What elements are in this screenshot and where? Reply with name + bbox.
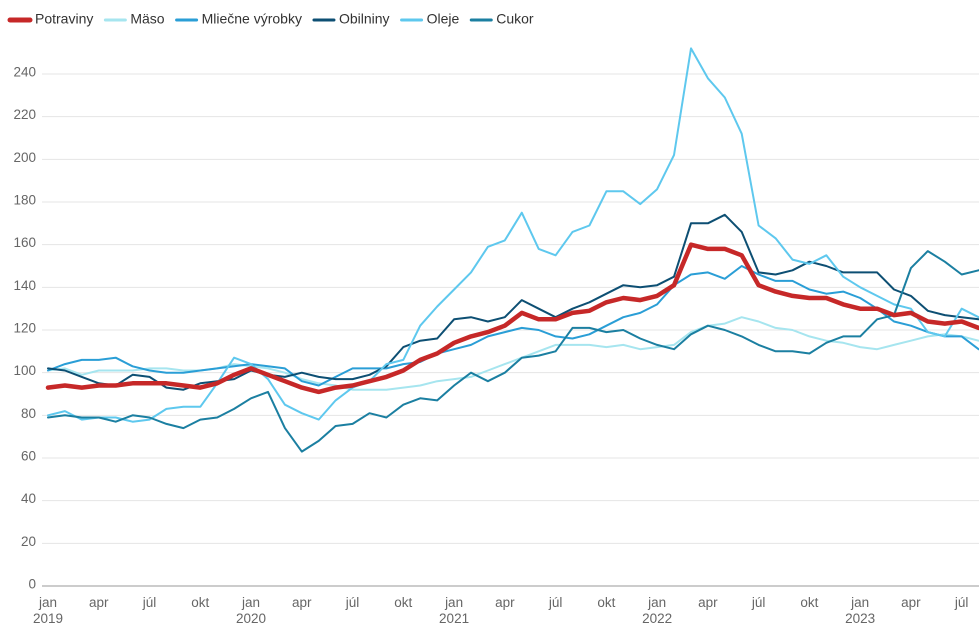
legend: Potraviny Mäso Mliečne výrobky Obilniny Olej… [7,11,534,27]
legend-label: Potraviny [35,11,93,27]
legend-label: Obilniny [339,11,390,27]
y-tick-label: 80 [21,406,36,421]
grid: 0 20 40 60 80 100 120 140 160 180 200 220 240 [13,65,979,592]
y-tick-label: 60 [21,449,36,464]
x-tick-label: júl [345,595,360,610]
x-tick-label: júl [954,595,969,610]
x-tick-label: jan 2022 [642,595,672,625]
x-tick-label: apr [698,595,718,610]
legend-label: Oleje [427,11,460,27]
x-tick-label: apr [89,595,109,610]
series-line [47,316,979,391]
series-line [45,242,979,395]
y-tick-label: 180 [13,193,36,208]
x-tick-label: júl [142,595,157,610]
series-line [47,213,979,391]
x-tick-label: apr [292,595,312,610]
series-line [47,47,979,423]
y-tick-label: 240 [13,65,36,80]
x-tick-label: apr [495,595,515,610]
y-tick-label: 220 [13,107,36,122]
x-tick-label: júl [751,595,766,610]
x-tick-label: okt [394,595,412,610]
x-tick-label: okt [800,595,818,610]
y-tick-label: 120 [13,321,36,336]
x-tick-label: jan 2019 [33,595,63,625]
y-tick-label: 200 [13,150,36,165]
y-tick-label: 20 [21,534,36,549]
y-tick-label: 0 [28,577,36,592]
plot [45,47,979,453]
y-tick-label: 140 [13,278,36,293]
legend-label: Mliečne výrobky [202,11,302,27]
series-line [47,265,979,387]
legend-label: Mäso [130,11,164,27]
series-line [47,250,979,453]
y-tick-label: 160 [13,235,36,250]
x-tick-label: júl [548,595,563,610]
legend-label: Cukor [496,11,534,27]
x-tick-label: jan 2021 [439,595,469,625]
x-tick-label: apr [901,595,921,610]
x-tick-label: jan 2023 [845,595,875,625]
x-axis: jan 2019 apr júl okt jan 2020 apr júl okt jan 2021 a… [33,595,968,625]
y-tick-label: 40 [21,491,36,506]
y-tick-label: 100 [13,363,36,378]
x-tick-label: jan 2020 [236,595,266,625]
x-tick-label: okt [191,595,209,610]
x-tick-label: okt [597,595,615,610]
